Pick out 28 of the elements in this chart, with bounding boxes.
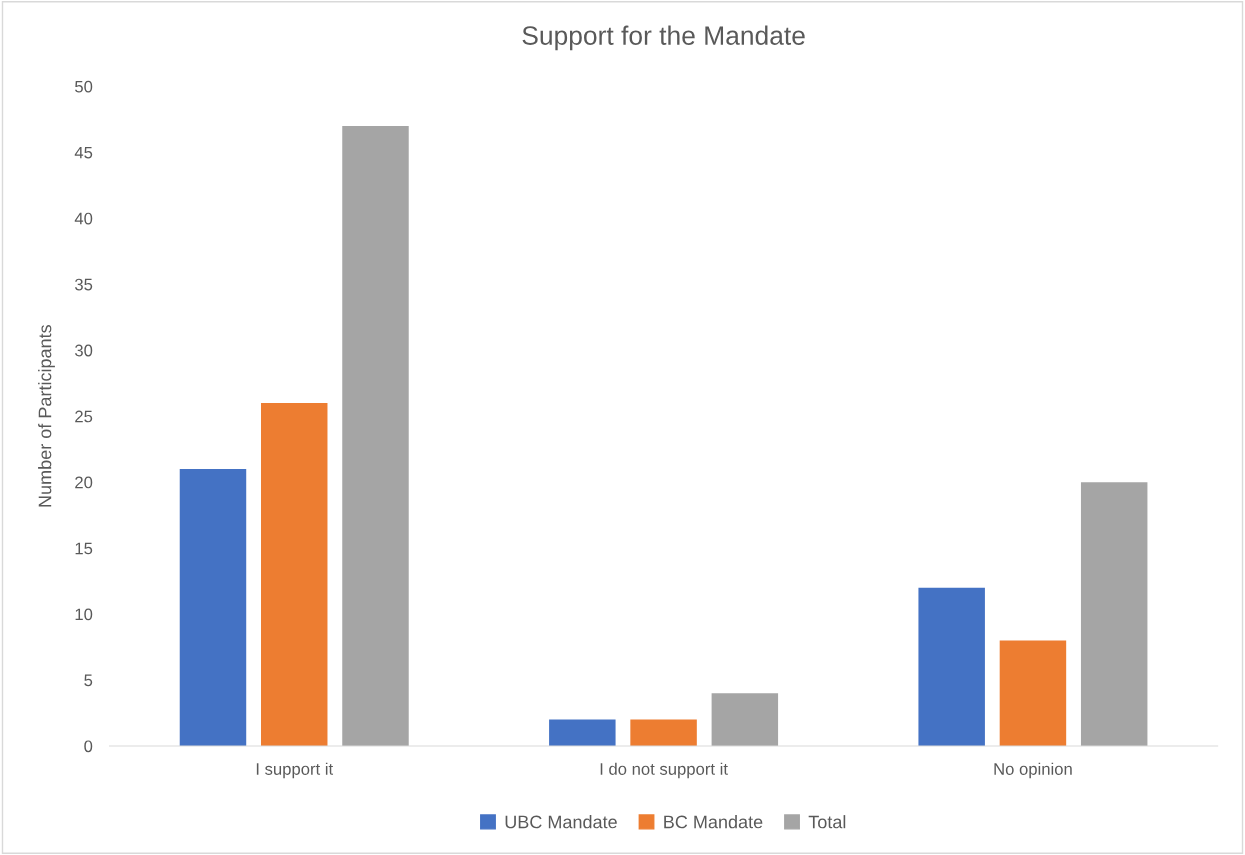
bar bbox=[999, 640, 1067, 746]
chart-title: Support for the Mandate bbox=[522, 25, 805, 51]
x-tick-label: I support it bbox=[256, 762, 334, 779]
legend-label: UBC Mandate bbox=[505, 815, 617, 829]
y-tick-label: 50 bbox=[75, 80, 93, 93]
legend-label: BC Mandate bbox=[664, 815, 763, 829]
bar bbox=[342, 125, 409, 746]
x-tick-label: I do not support it bbox=[600, 762, 728, 779]
y-tick-label: 5 bbox=[84, 674, 93, 687]
y-tick-label: 10 bbox=[75, 608, 93, 621]
bar bbox=[549, 719, 616, 746]
y-tick-label: 45 bbox=[74, 146, 93, 159]
y-tick-label: 25 bbox=[75, 410, 93, 423]
bar bbox=[1080, 482, 1148, 746]
y-tick-label: 0 bbox=[84, 740, 93, 753]
bar bbox=[179, 468, 247, 746]
y-tick-label: 40 bbox=[74, 212, 93, 225]
y-tick-label: 15 bbox=[75, 542, 93, 555]
legend-label: Total bbox=[808, 815, 846, 829]
bar bbox=[260, 402, 328, 746]
bar bbox=[711, 693, 779, 746]
x-tick-label: No opinion bbox=[994, 762, 1072, 779]
y-axis-title: Number of Participants bbox=[38, 325, 55, 507]
y-tick-label: 30 bbox=[74, 344, 93, 357]
bar bbox=[630, 719, 697, 746]
bar bbox=[918, 587, 985, 746]
y-tick-label: 20 bbox=[75, 476, 93, 489]
y-tick-label: 35 bbox=[74, 278, 93, 291]
